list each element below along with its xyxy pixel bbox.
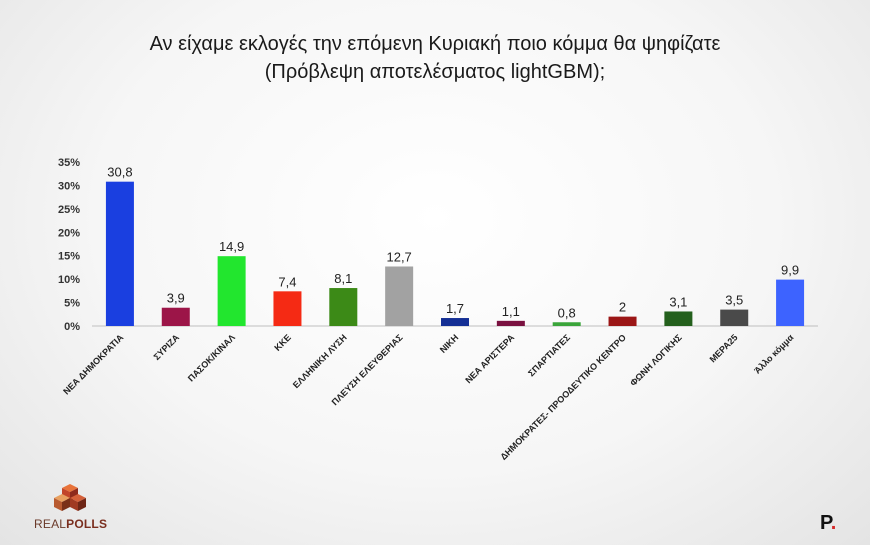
data-label: 9,9 <box>781 263 799 278</box>
data-label: 1,1 <box>502 304 520 319</box>
data-label: 2 <box>619 300 626 315</box>
data-label: 0,8 <box>558 305 576 320</box>
bar <box>552 322 581 326</box>
data-label: 14,9 <box>219 239 244 254</box>
bar <box>496 320 525 326</box>
x-tick-label: ΣΥΡΙΖΑ <box>152 332 182 362</box>
bar <box>441 318 469 326</box>
bar <box>776 279 805 326</box>
data-label: 3,9 <box>167 291 185 306</box>
data-label: 1,7 <box>446 301 464 316</box>
y-tick-label: 5% <box>64 298 80 310</box>
data-label: 12,7 <box>386 249 411 264</box>
bar <box>217 256 246 326</box>
x-tick-label: ΣΠΑΡΤΙΑΤΕΣ <box>526 332 572 378</box>
y-tick-label: 35% <box>58 157 80 169</box>
bar <box>664 311 693 326</box>
y-tick-label: 15% <box>58 251 80 263</box>
x-tick-label: ΚΚΕ <box>272 332 293 353</box>
bar <box>329 288 358 326</box>
data-label: 30,8 <box>107 165 132 180</box>
bar <box>161 307 190 326</box>
x-tick-label: ΜΕΡΑ25 <box>708 332 740 364</box>
bar <box>385 266 414 326</box>
bar <box>273 291 302 326</box>
corner-brand-mark: P. <box>820 512 836 535</box>
data-label: 8,1 <box>334 271 352 286</box>
data-label: 7,4 <box>278 274 296 289</box>
y-tick-label: 30% <box>58 180 80 192</box>
y-tick-label: 25% <box>58 204 80 216</box>
data-label: 3,1 <box>669 294 687 309</box>
chart-title-line1: Αν είχαμε εκλογές την επόμενη Κυριακή πο… <box>149 33 721 55</box>
chart-title-line2: (Πρόβλεψη αποτελέσματος lightGBM); <box>264 61 606 83</box>
x-tick-label: ΝΙΚΗ <box>438 332 461 355</box>
realpolls-logo-icon <box>54 484 86 511</box>
logo-part2: POLLS <box>66 517 108 531</box>
logo-part1: REAL <box>34 517 67 531</box>
y-tick-label: 0% <box>64 321 80 333</box>
x-tick-label: ΔΗΜΟΚΡΑΤΕΣ- ΠΡΟΟΔΕΥΤΙΚΟ ΚΕΝΤΡΟ <box>498 332 628 462</box>
corner-letter: P <box>820 512 831 534</box>
y-tick-label: 10% <box>58 274 80 286</box>
x-tick-label: ΝΕΑ ΔΗΜΟΚΡΑΤΙΑ <box>61 332 126 397</box>
data-label: 3,5 <box>725 293 743 308</box>
x-tick-label: ΕΛΛΗΝΙΚΗ ΛΥΣΗ <box>291 332 349 390</box>
realpolls-logo-text: REALPOLLS <box>34 517 107 531</box>
x-tick-label: Άλλο κόμμα <box>752 332 796 376</box>
x-tick-label: ΠΑΣΟΚ/ΚΙΝΑΛ <box>186 332 237 383</box>
chart-title: Αν είχαμε εκλογές την επόμενη Κυριακή πο… <box>0 30 870 86</box>
x-tick-label: ΦΩΝΗ ΛΟΓΙΚΗΣ <box>628 332 684 388</box>
bar <box>105 181 134 326</box>
corner-dot: . <box>830 512 837 534</box>
bar <box>720 309 749 326</box>
y-tick-label: 20% <box>58 227 80 239</box>
bar <box>608 316 637 326</box>
x-tick-label: ΝΕΑ ΑΡΙΣΤΕΡΑ <box>463 332 516 385</box>
